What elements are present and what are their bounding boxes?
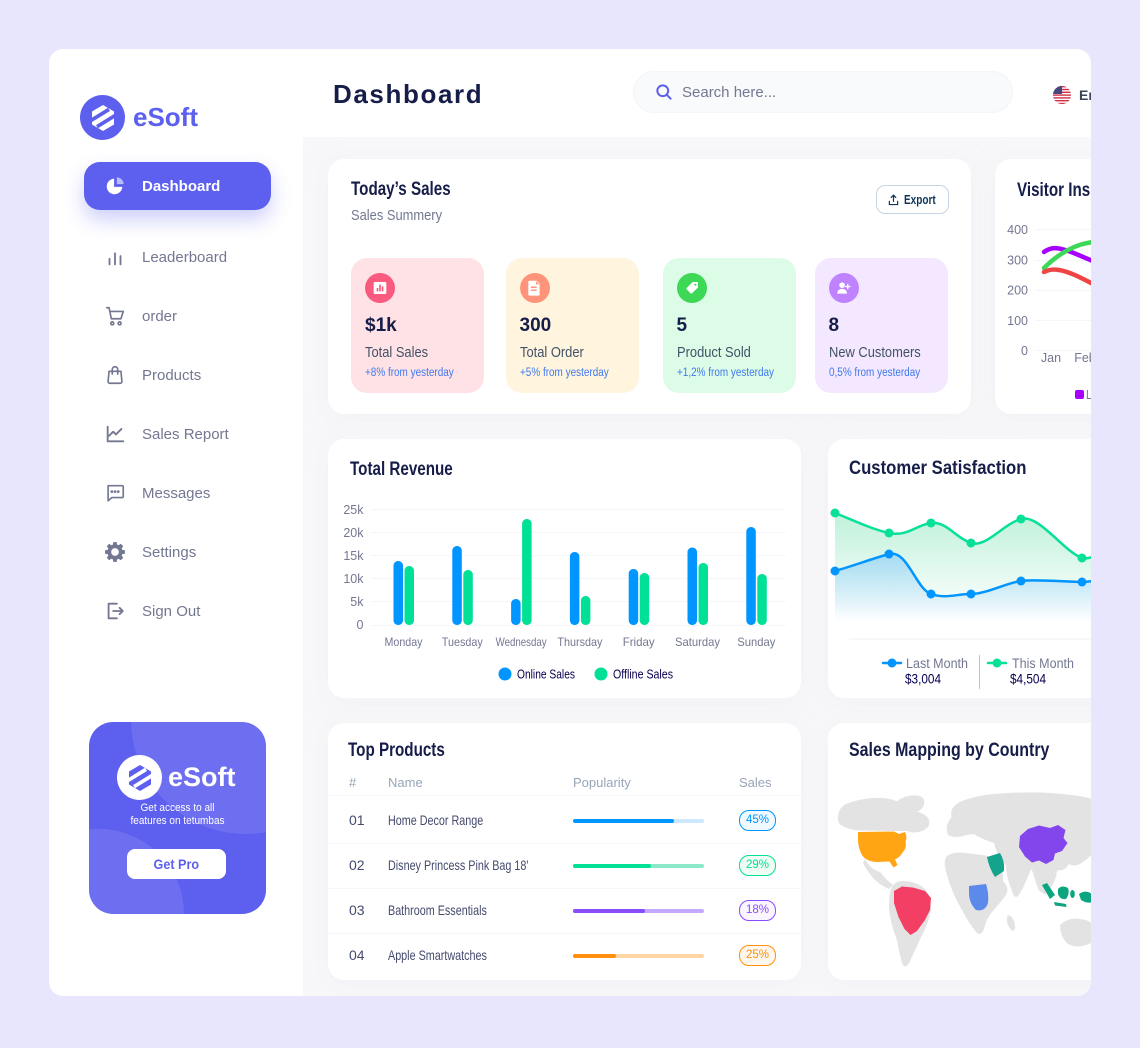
svg-text:Feb: Feb (1074, 351, 1091, 365)
svg-text:$3,004: $3,004 (905, 671, 941, 687)
svg-text:Offline Sales: Offline Sales (613, 667, 673, 682)
svg-text:Jan: Jan (1041, 351, 1061, 365)
svg-text:Last Month: Last Month (906, 656, 968, 671)
svg-text:0: 0 (357, 618, 364, 632)
svg-text:200: 200 (1007, 284, 1028, 298)
svg-text:Monday: Monday (385, 635, 423, 649)
svg-text:This Month: This Month (1012, 656, 1074, 671)
svg-text:0: 0 (1021, 344, 1028, 358)
svg-text:Thursday: Thursday (557, 635, 602, 649)
svg-text:Friday: Friday (623, 635, 655, 649)
svg-text:300: 300 (1007, 254, 1028, 268)
svg-text:$4,504: $4,504 (1010, 671, 1046, 687)
svg-text:Online Sales: Online Sales (517, 667, 575, 682)
svg-text:Wednesday: Wednesday (496, 635, 547, 649)
svg-text:10k: 10k (343, 572, 364, 586)
svg-text:Tuesday: Tuesday (442, 635, 483, 649)
svg-text:400: 400 (1007, 223, 1028, 237)
svg-text:Saturday: Saturday (675, 635, 720, 649)
svg-text:Loyal Customers: Loyal Customers (1086, 388, 1091, 402)
svg-text:100: 100 (1007, 314, 1028, 328)
svg-text:5k: 5k (350, 595, 364, 609)
svg-text:20k: 20k (343, 526, 364, 540)
svg-text:15k: 15k (343, 549, 364, 563)
svg-text:Sunday: Sunday (737, 635, 775, 649)
svg-text:25k: 25k (343, 503, 364, 517)
